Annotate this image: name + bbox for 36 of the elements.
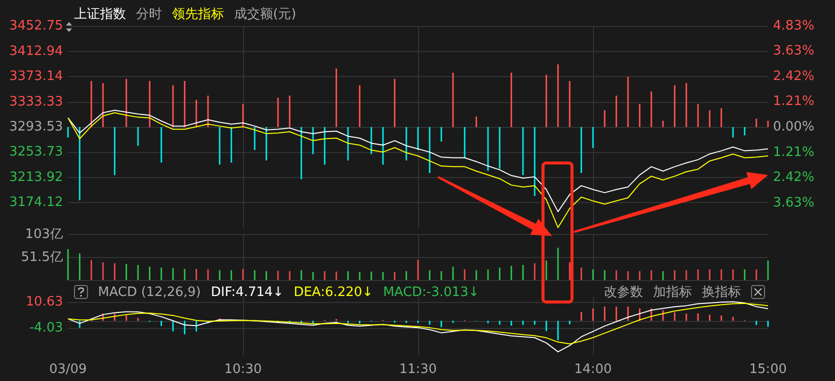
annotation: MACD:-3.013↓ (383, 284, 480, 300)
y-tick-label: 3174.12 (9, 195, 63, 210)
y-tick-label: 3253.73 (9, 144, 63, 160)
y2-tick-label: 0.00% (773, 120, 814, 134)
x-tick-label: 10:30 (224, 362, 262, 377)
y-tick-label: 10.63 (26, 294, 63, 310)
y-tick-label: 103亿 (25, 227, 63, 242)
y-tick-label: 3412.94 (9, 44, 63, 59)
y2-tick-label: 3.63% (773, 44, 814, 59)
annotation: 换指标 (702, 284, 741, 301)
text: 分时 (136, 6, 162, 23)
annotation: MACD (12,26,9) (98, 284, 201, 300)
y-tick-label: -4.03 (29, 320, 63, 336)
y2-tick-label: 3.63% (773, 195, 814, 210)
y2-tick-label: 4.83% (773, 18, 814, 34)
x-tick-label: 15:00 (749, 362, 787, 377)
annotation: 加指标 (653, 284, 692, 301)
y2-tick-label: 1.21% (773, 144, 814, 160)
y2-tick-label: 2.42% (773, 68, 814, 84)
y-tick-label: 51.5亿 (21, 250, 63, 265)
annotation: 改参数 (604, 284, 643, 301)
x-tick-label: 03/09 (49, 362, 87, 377)
series-label: DIF:4.714↓ (210, 284, 284, 300)
text: 成交额(元) (234, 6, 296, 23)
y-tick-label: 3293.53 (9, 120, 63, 134)
text: 领先指标 (172, 6, 224, 23)
y-tick-label: 3333.33 (9, 94, 63, 110)
y2-tick-label: 1.21% (773, 94, 814, 110)
x-tick-label: 14:00 (574, 362, 612, 377)
x-tick-label: 11:30 (399, 362, 437, 377)
text: 上证指数 (74, 6, 126, 23)
y-tick-label: 3452.75 (9, 18, 63, 34)
y2-tick-label: 2.42% (773, 170, 814, 186)
y-tick-label: 3373.14 (9, 69, 63, 84)
y-tick-label: 3213.92 (9, 170, 63, 185)
series-label: DEA:6.220↓ (294, 284, 374, 300)
